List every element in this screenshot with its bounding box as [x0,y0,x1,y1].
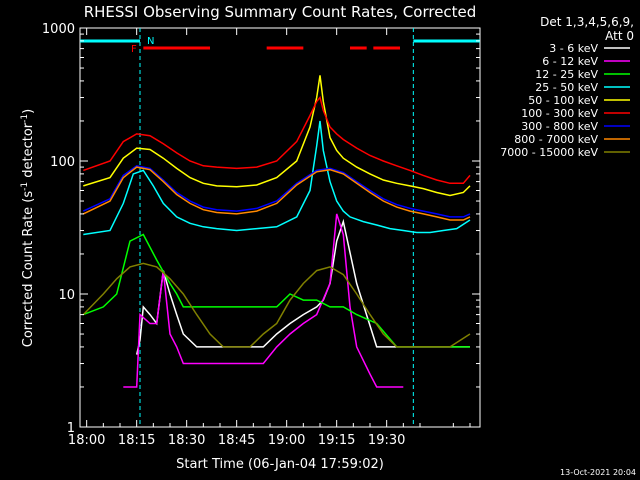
y-ticks: 1 10 100 1000 [42,22,480,436]
series-line-0 [135,218,470,355]
footer-date: 13-Oct-2021 20:04 [560,468,636,477]
legend-label-5: 100 - 300 keV [521,107,598,120]
x-tick-label-6: 19:30 [368,433,405,448]
y-tick-label-3: 1000 [42,22,75,37]
x-tick-label-1: 18:15 [118,433,155,448]
legend-header-1: Det 1,3,4,5,6,9, [540,15,634,29]
y-tick-label-1: 10 [58,288,75,303]
legend-label-4: 50 - 100 keV [528,94,598,107]
series-layer [82,75,471,388]
y-axis-label: Corrected Count Rate (s-1 detector-1) [20,109,36,347]
x-tick-label-0: 18:00 [68,433,105,448]
x-axis-label: Start Time (06-Jan-04 17:59:02) [176,457,384,472]
flare-label: F [131,44,137,55]
legend-label-6: 300 - 800 keV [521,120,598,133]
series-line-4 [83,75,471,197]
x-tick-label-2: 18:30 [168,433,205,448]
x-ticks: 18:00 18:15 18:30 18:45 19:00 19:15 19:30 [68,28,471,448]
series-line-8 [82,262,471,348]
night-markers [80,28,480,427]
legend-label-2: 12 - 25 keV [535,68,598,81]
series-line-6 [82,165,471,218]
series-line-2 [83,233,470,348]
legend-label-3: 25 - 50 keV [535,81,598,94]
series-line-3 [83,120,471,236]
x-tick-label-3: 18:45 [218,433,255,448]
plot-frame [79,27,481,428]
legend-header-2: Att 0 [605,29,634,43]
y-tick-label-2: 100 [50,155,75,170]
x-tick-label-5: 19:15 [318,433,355,448]
chart-title: RHESSI Observing Summary Count Rates, Co… [84,3,477,21]
x-tick-label-4: 19:00 [268,433,305,448]
legend-label-1: 6 - 12 keV [542,55,598,68]
legend-label-8: 7000 - 15000 keV [500,146,598,159]
series-line-5 [83,95,471,185]
legend-label-0: 3 - 6 keV [549,42,598,55]
legend-label-7: 800 - 7000 keV [514,133,598,146]
series-line-1 [123,213,404,388]
y-tick-label-0: 1 [67,421,75,436]
saa-label: N [147,36,154,47]
series-line-7 [82,166,471,221]
